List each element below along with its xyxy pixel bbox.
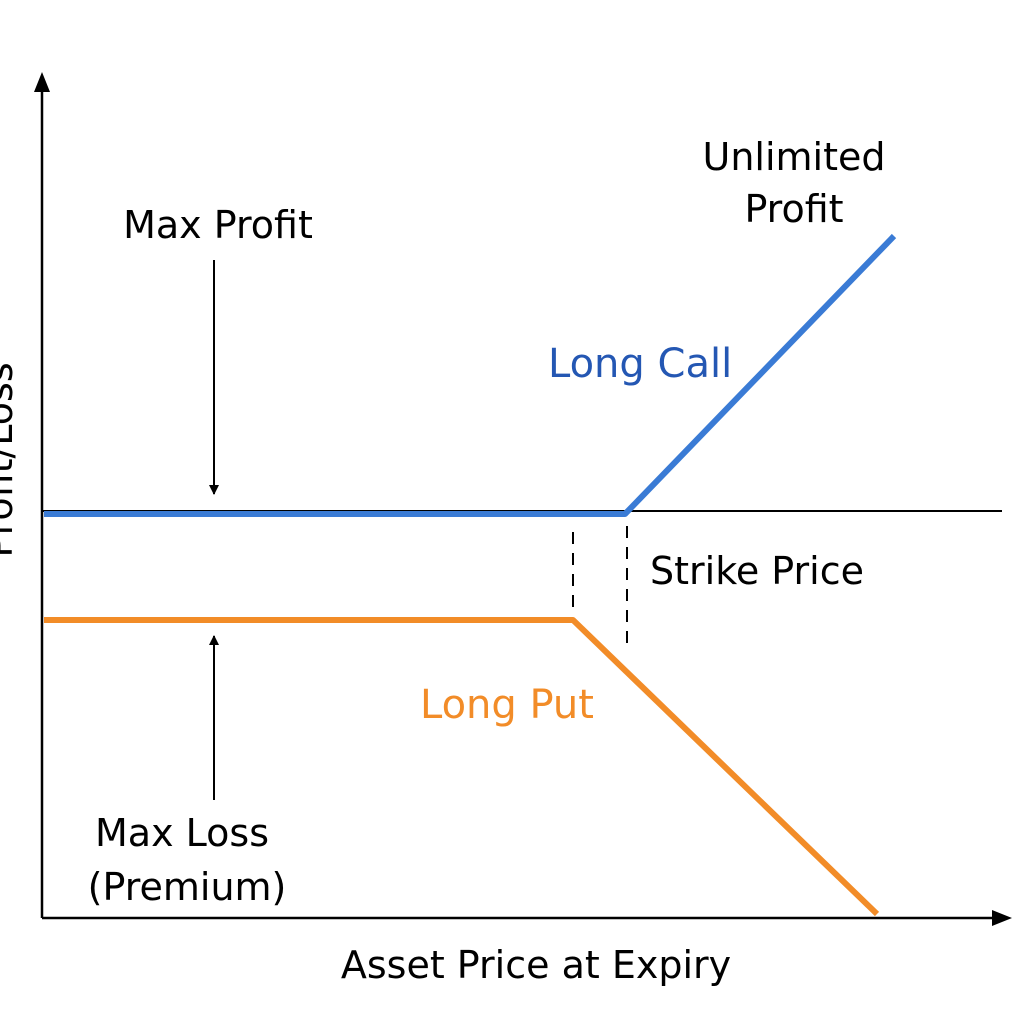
unlimited-profit-label: Unlimited: [703, 135, 886, 179]
max-profit-label: Max Profit: [123, 203, 313, 247]
max-loss-sublabel: (Premium): [88, 865, 287, 909]
unlimited-profit-sublabel: Profit: [744, 187, 843, 231]
strike-price-label: Strike Price: [650, 549, 864, 593]
long-call-label: Long Call: [548, 341, 732, 387]
long-call-line: [44, 236, 894, 514]
y-axis-arrowhead: [34, 72, 50, 92]
x-axis-label: Asset Price at Expiry: [341, 943, 731, 987]
x-axis-arrowhead: [992, 910, 1012, 926]
y-axis-label: Profit/Loss: [0, 362, 21, 557]
max-loss-label: Max Loss: [95, 811, 269, 855]
long-put-label: Long Put: [420, 682, 594, 728]
